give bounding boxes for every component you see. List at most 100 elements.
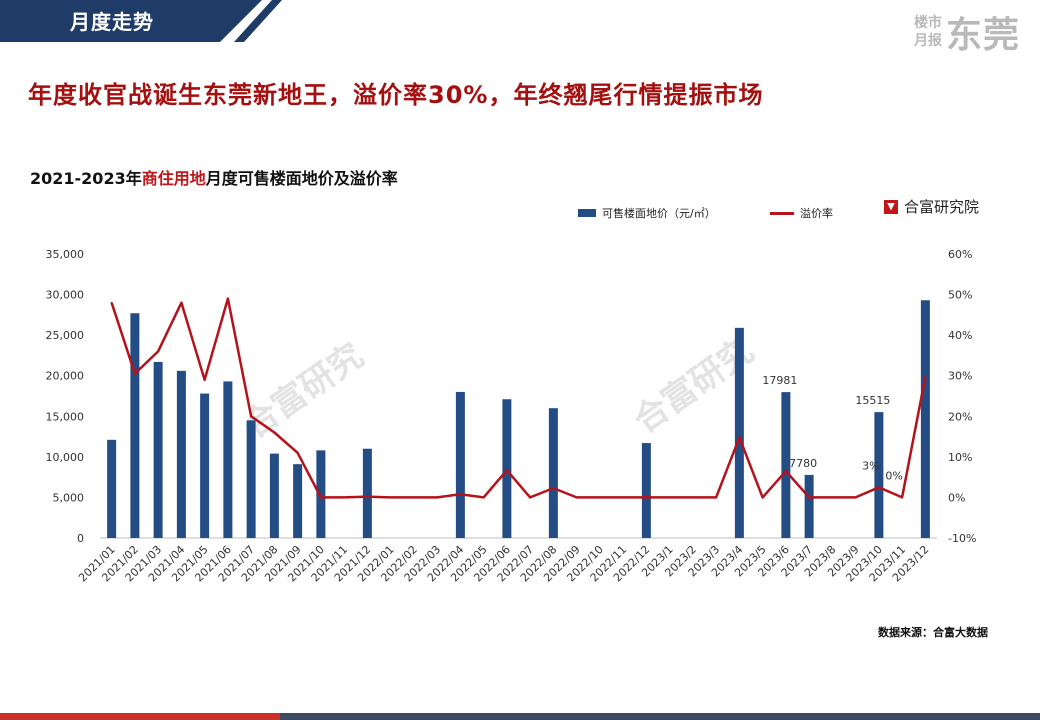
line-point (529, 496, 531, 499)
bar (781, 392, 791, 538)
y-right-tick-label: 50% (948, 289, 972, 302)
header-band (0, 0, 282, 42)
legend-swatch-line (770, 211, 794, 215)
hefu-logo: 合富研究院 (884, 196, 979, 217)
y-right-tick-label: 20% (948, 410, 972, 423)
brand-logo: 楼市 月报 东莞 (914, 6, 1020, 58)
bar (130, 313, 140, 538)
line-point (203, 378, 206, 381)
bar (734, 327, 744, 538)
bar (804, 474, 814, 538)
brand-small-2: 月报 (913, 33, 942, 49)
line-point (645, 496, 648, 499)
line-point (436, 496, 438, 499)
y-right-tick-label: 0% (948, 491, 965, 504)
bar (200, 393, 210, 538)
y-left-tick-label: 20,000 (46, 370, 85, 383)
legend-swatch-bar (578, 209, 596, 217)
bar (223, 381, 233, 538)
line-point (924, 375, 927, 378)
bar-data-label: 7780 (789, 457, 817, 470)
y-right-tick-label: 10% (948, 451, 972, 464)
line-point (227, 297, 229, 300)
bar (316, 450, 326, 538)
line-point (506, 469, 508, 472)
line-point (715, 496, 717, 499)
y-left-tick-label: 0 (77, 532, 84, 545)
line-point (901, 496, 903, 499)
bar (920, 300, 930, 538)
line-point (413, 496, 415, 499)
line-point (459, 493, 462, 495)
line-point (320, 496, 322, 499)
bar (641, 443, 651, 538)
line-point (552, 487, 555, 489)
line-point (785, 470, 787, 472)
headline: 年度收官战诞生东莞新地王，溢价率30%，年终翘尾行情提振市场 (28, 81, 764, 109)
watermark-0: 合富研究 (237, 336, 371, 447)
line-point (831, 496, 834, 499)
line-point (761, 496, 764, 499)
line-point (668, 496, 671, 499)
bar (548, 408, 558, 538)
footer-bar-navy (280, 713, 1040, 720)
bar (455, 391, 465, 538)
line-point (738, 436, 741, 439)
premium-rate-line (110, 297, 927, 499)
line-point (575, 496, 578, 499)
y-left-tick-label: 30,000 (46, 289, 85, 302)
bar (293, 464, 303, 538)
source-text: 数据来源：合富大数据 (878, 626, 988, 639)
line-point (110, 301, 113, 304)
bar (153, 361, 163, 538)
y-right-tick-label: 30% (948, 370, 972, 383)
line-data-label: 3% (862, 459, 879, 472)
line-point (854, 496, 857, 499)
line-point (157, 350, 159, 353)
line-point (250, 415, 252, 418)
y-right-tick-label: -10% (948, 532, 976, 545)
line-point (622, 496, 624, 499)
hefu-logo-icon (884, 199, 898, 214)
y-left-tick-label: 5,000 (53, 491, 85, 504)
bar (246, 420, 256, 538)
chart-title-highlight: 商住用地 (141, 169, 206, 188)
line-point (878, 486, 880, 489)
line-point (273, 431, 276, 434)
hefu-logo-text: 合富研究院 (904, 198, 980, 216)
footer-bar-red (0, 713, 280, 720)
bar-data-label: 17981 (762, 374, 797, 387)
line-point (808, 496, 810, 499)
bar (502, 399, 512, 538)
bar (107, 439, 117, 538)
line-point (692, 496, 694, 499)
line-point (343, 496, 345, 499)
y-left-tick-label: 10,000 (46, 451, 85, 464)
line-point (599, 496, 601, 499)
y-left-tick-label: 15,000 (46, 410, 85, 423)
legend-label-line: 溢价率 (800, 207, 833, 220)
y-left-tick-label: 35,000 (46, 248, 85, 261)
y-right-tick-label: 60% (948, 248, 972, 261)
y-right-tick-label: 40% (948, 329, 972, 342)
chart-title-suffix: 月度可售楼面地价及溢价率 (205, 169, 398, 188)
chart-title-prefix: 2021-2023年 (30, 169, 142, 188)
line-data-label: 0% (885, 469, 902, 482)
bar (176, 370, 186, 538)
chart-title: 2021-2023年商住用地月度可售楼面地价及溢价率 (30, 165, 398, 189)
bar (874, 412, 884, 538)
y-left-tick-label: 25,000 (46, 329, 85, 342)
bar (362, 448, 372, 538)
line-point (180, 301, 183, 304)
bar (269, 453, 279, 538)
line-point (366, 495, 369, 498)
legend-label-bar: 可售楼面地价（元/㎡） (602, 207, 716, 220)
line-point (389, 496, 392, 499)
brand-small-1: 楼市 (913, 15, 942, 31)
brand-big: 东莞 (945, 15, 1020, 56)
bar-data-label: 15515 (855, 394, 890, 407)
legend-item-bar: 可售楼面地价（元/㎡） (578, 205, 716, 221)
line-point (296, 452, 299, 454)
legend-item-line: 溢价率 (770, 205, 833, 221)
